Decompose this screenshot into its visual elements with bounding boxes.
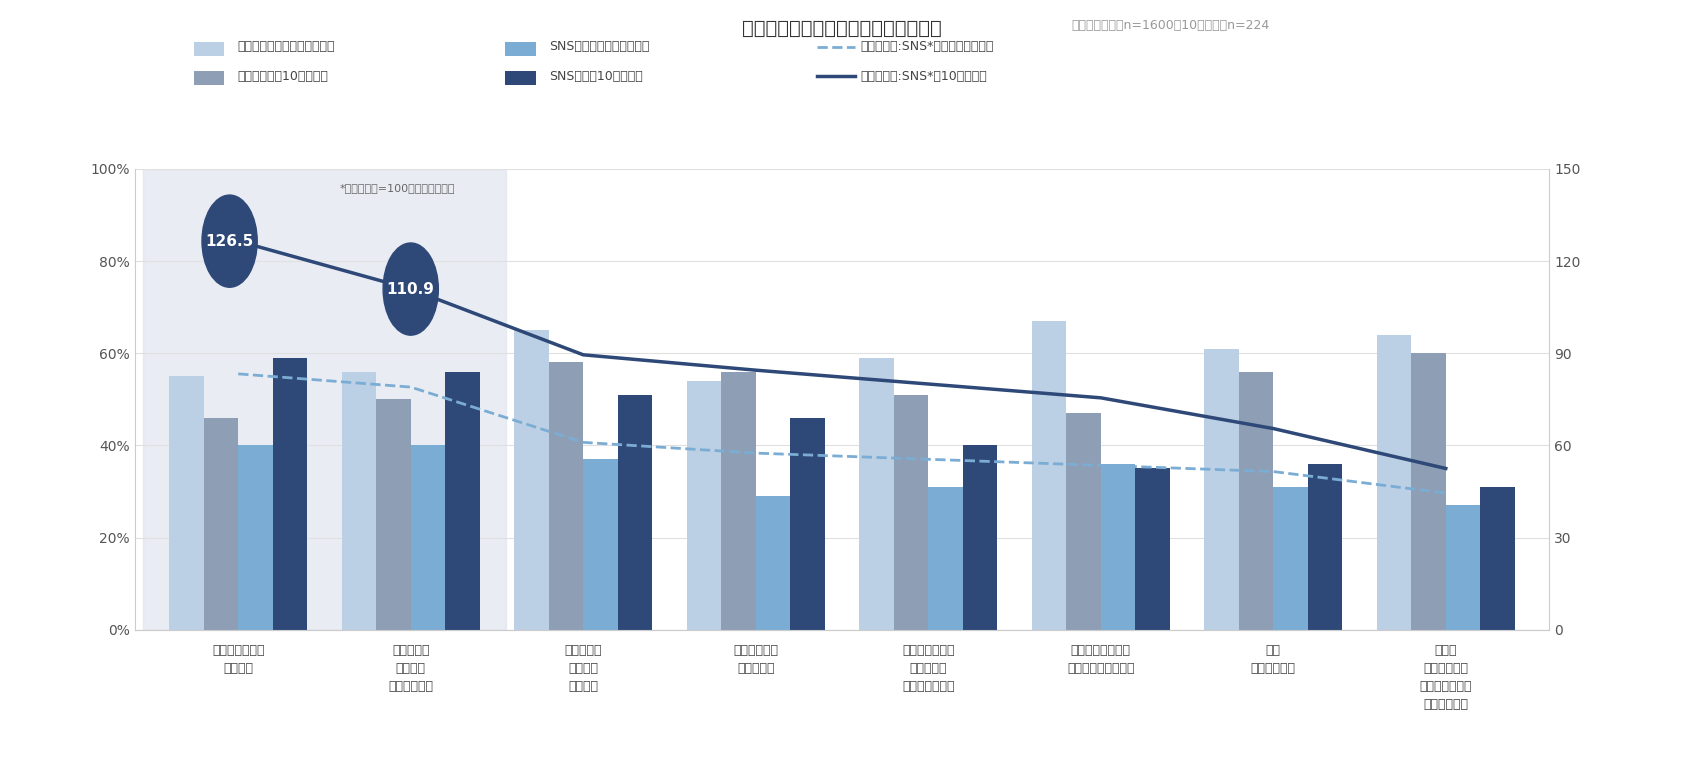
Bar bbox=[237, 445, 273, 630]
Bar bbox=[1308, 464, 1342, 630]
Text: 検索サイト（一般ユーザー）: 検索サイト（一般ユーザー） bbox=[237, 41, 335, 53]
Text: SNS検索（10代女性）: SNS検索（10代女性） bbox=[549, 70, 643, 82]
Ellipse shape bbox=[384, 243, 438, 335]
Bar bbox=[894, 395, 928, 630]
Bar bbox=[1032, 321, 1066, 630]
Bar bbox=[963, 445, 997, 630]
Text: 検索サイト:SNS*（一般ユーザー）: 検索サイト:SNS*（一般ユーザー） bbox=[861, 41, 994, 53]
Bar bbox=[1135, 468, 1170, 630]
Bar bbox=[514, 330, 549, 630]
Bar bbox=[376, 399, 411, 630]
Bar bbox=[445, 372, 480, 630]
Bar bbox=[1101, 464, 1135, 630]
Bar bbox=[143, 169, 505, 630]
Bar bbox=[687, 381, 721, 630]
Bar bbox=[1204, 349, 1239, 630]
Bar bbox=[859, 358, 894, 630]
Bar bbox=[1447, 505, 1480, 630]
Text: 検索サイト（10代女性）: 検索サイト（10代女性） bbox=[237, 70, 328, 82]
Bar bbox=[342, 372, 376, 630]
Bar bbox=[756, 496, 790, 630]
Bar bbox=[1378, 335, 1411, 630]
Bar bbox=[204, 418, 237, 630]
Bar bbox=[583, 459, 618, 630]
Bar bbox=[168, 376, 204, 630]
Bar bbox=[928, 487, 963, 630]
Bar bbox=[721, 372, 756, 630]
Bar bbox=[618, 395, 652, 630]
Bar bbox=[1066, 413, 1101, 630]
Bar bbox=[1480, 487, 1516, 630]
Bar bbox=[1273, 487, 1308, 630]
Text: SNS検索（一般ユーザー）: SNS検索（一般ユーザー） bbox=[549, 41, 650, 53]
Text: 検索サイト:SNS*（10代女性）: 検索サイト:SNS*（10代女性） bbox=[861, 70, 987, 82]
Text: 情報を入手する際の利用検索サービス: 情報を入手する際の利用検索サービス bbox=[743, 19, 941, 38]
Bar bbox=[549, 362, 583, 630]
Bar bbox=[1239, 372, 1273, 630]
Bar bbox=[1411, 353, 1447, 630]
Bar bbox=[273, 358, 306, 630]
Text: *検索サイト=100にしたときの比: *検索サイト=100にしたときの比 bbox=[340, 183, 455, 193]
Ellipse shape bbox=[202, 195, 258, 287]
Text: 126.5: 126.5 bbox=[205, 233, 254, 249]
Text: 110.9: 110.9 bbox=[387, 282, 434, 296]
Bar bbox=[790, 418, 825, 630]
Bar bbox=[411, 445, 445, 630]
Text: 一般ユーザー：n=1600　10代女性：n=224: 一般ユーザー：n=1600 10代女性：n=224 bbox=[1071, 19, 1270, 32]
